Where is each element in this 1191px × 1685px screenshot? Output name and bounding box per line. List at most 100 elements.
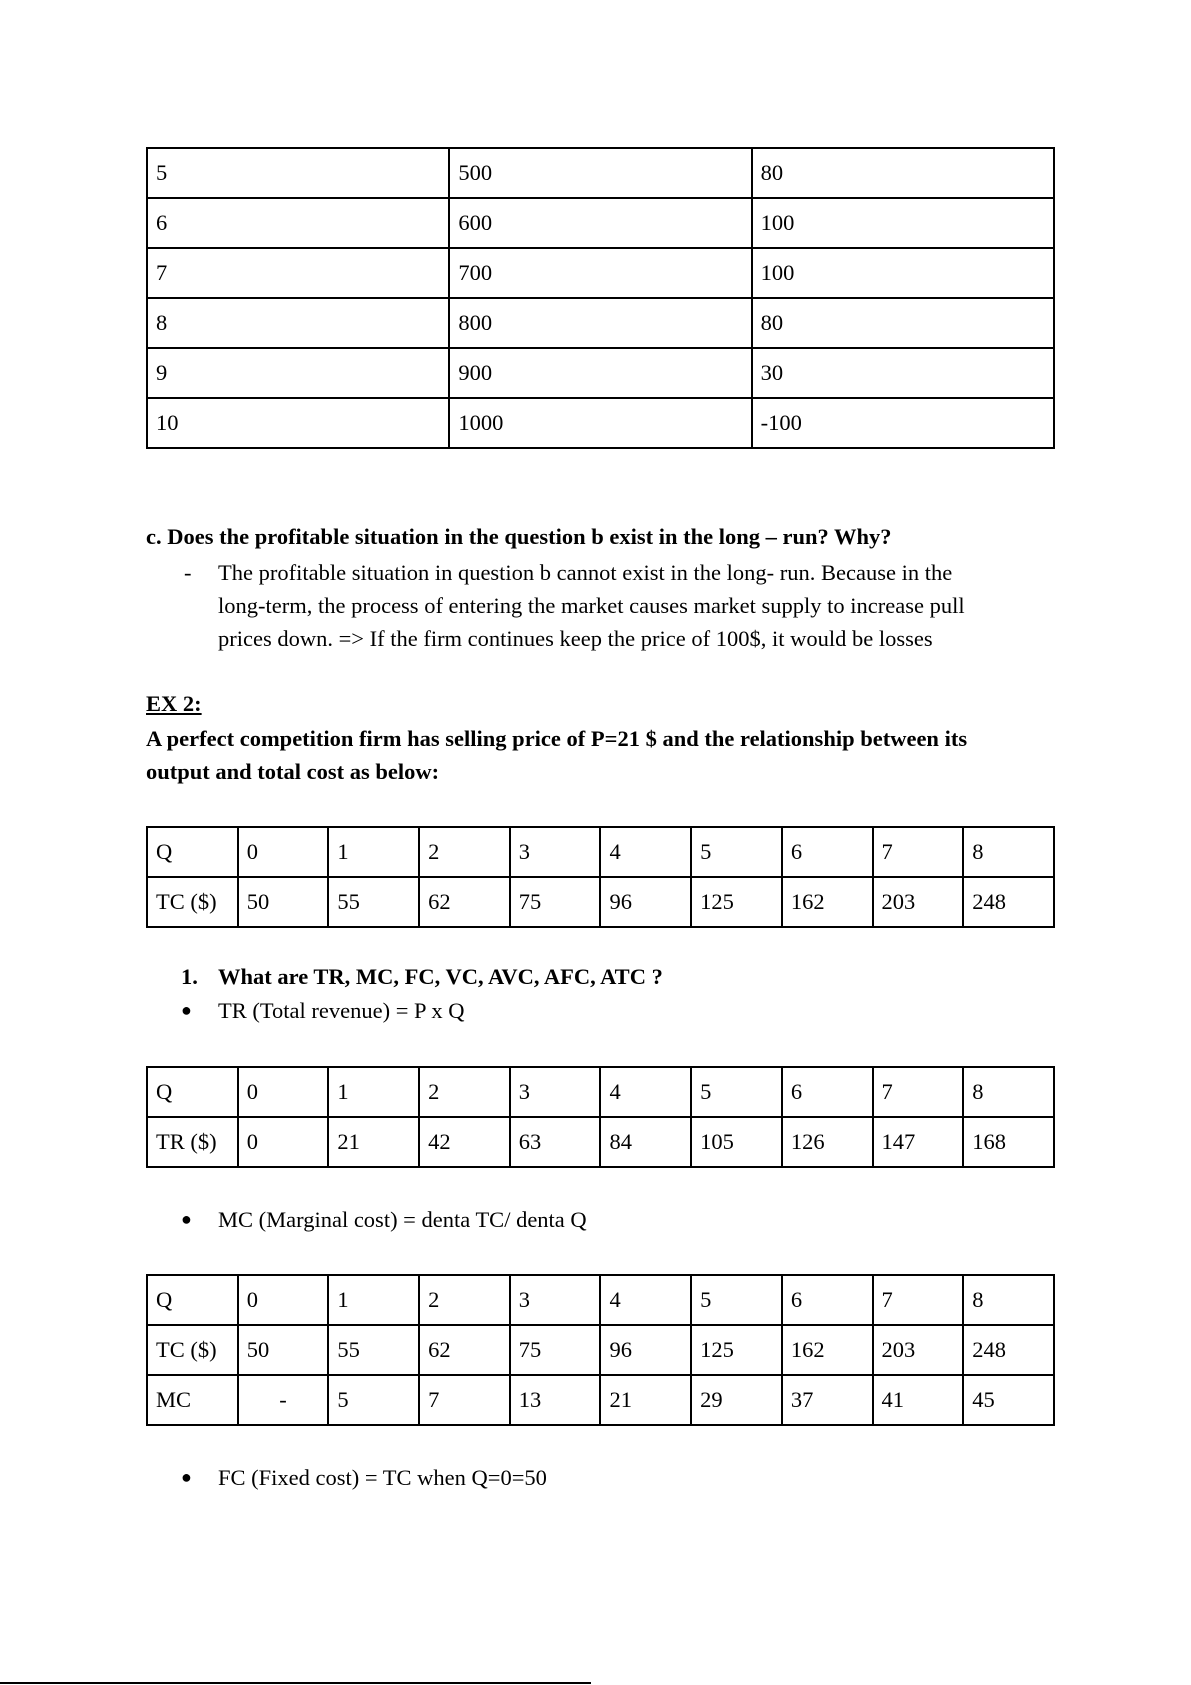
table-cell: TC ($) (146, 1324, 239, 1376)
table-cell: 168 (962, 1116, 1055, 1168)
table-cell: 8 (962, 1066, 1055, 1118)
table-cell: 2 (418, 826, 511, 878)
table-cell: - (236, 1374, 330, 1426)
table-cell: 100 (750, 247, 1056, 299)
table-cell: 62 (418, 876, 511, 928)
table-cell: 125 (690, 1324, 783, 1376)
table-cell: 1 (327, 1066, 421, 1118)
table-cell: 21 (327, 1116, 421, 1168)
table-cell: 8 (962, 826, 1055, 878)
table-cell: 3 (508, 1274, 602, 1326)
bullet-icon: ● (181, 1467, 192, 1487)
table-cell: 7 (871, 1066, 965, 1118)
table-cell: 30 (750, 347, 1056, 399)
table-cell: 100 (750, 197, 1056, 249)
table-cell: 6 (780, 1274, 874, 1326)
table-cell: 5 (690, 826, 783, 878)
table-cell: 600 (448, 197, 753, 249)
profit-table: 5 500 80 6 600 100 7 700 100 8 800 80 9 900 30 10 1000 -1… (145, 147, 1056, 449)
footnote-divider (0, 1682, 591, 1684)
table-cell: 162 (780, 1324, 874, 1376)
table-cell: 4 (599, 1274, 693, 1326)
question-1-text: What are TR, MC, FC, VC, AVC, AFC, ATC ? (218, 964, 663, 989)
bullet-icon: ● (181, 1209, 192, 1229)
table-cell: 5 (690, 1274, 783, 1326)
dash-bullet: - (184, 560, 192, 585)
table-cell: 10 (145, 397, 451, 449)
table-cell: 4 (599, 826, 693, 878)
table-cell: 0 (236, 826, 330, 878)
table-cell: MC (146, 1374, 239, 1426)
table-cell: 203 (871, 876, 965, 928)
tc-table: Q 0 1 2 3 4 5 6 7 8 TC ($) 50 55 62 75 96 125 162 203 248 (146, 826, 1055, 928)
table-cell: TC ($) (146, 876, 239, 928)
table-cell: 96 (599, 876, 693, 928)
table-cell: 800 (448, 297, 753, 349)
table-cell: 7 (145, 247, 451, 299)
table-cell: 900 (448, 347, 753, 399)
table-cell: 37 (780, 1374, 874, 1426)
table-cell: 4 (599, 1066, 693, 1118)
table-cell: 1 (327, 826, 421, 878)
table-row: 6 600 100 (145, 197, 1056, 249)
tr-table: Q 0 1 2 3 4 5 6 7 8 TR ($) 0 21 42 63 84 105 126 147 168 (146, 1066, 1055, 1168)
table-row: TC ($) 50 55 62 75 96 125 162 203 248 (146, 1324, 1055, 1376)
table-cell: 1 (327, 1274, 421, 1326)
table-cell: 125 (690, 876, 783, 928)
mc-table: Q 0 1 2 3 4 5 6 7 8 TC ($) 50 55 62 75 96 125 162 203 248 MC… (146, 1274, 1055, 1426)
table-cell: Q (146, 1066, 239, 1118)
table-cell: 162 (780, 876, 874, 928)
ex2-title: EX 2: (146, 691, 202, 716)
table-cell: 96 (599, 1324, 693, 1376)
question-1-number: 1. (181, 964, 198, 989)
table-cell: 248 (962, 876, 1055, 928)
table-cell: 3 (508, 1066, 602, 1118)
table-cell: 203 (871, 1324, 965, 1376)
fc-formula: FC (Fixed cost) = TC when Q=0=50 (218, 1465, 547, 1490)
table-row: TR ($) 0 21 42 63 84 105 126 147 168 (146, 1116, 1055, 1168)
table-cell: 80 (750, 147, 1056, 199)
table-cell: 80 (750, 297, 1056, 349)
table-row: TC ($) 50 55 62 75 96 125 162 203 248 (146, 876, 1055, 928)
table-row: 9 900 30 (145, 347, 1056, 399)
table-cell: Q (146, 826, 239, 878)
table-cell: 0 (236, 1274, 330, 1326)
table-cell: 55 (327, 876, 421, 928)
table-cell: 2 (418, 1066, 511, 1118)
table-cell: 29 (690, 1374, 783, 1426)
table-cell: 6 (145, 197, 451, 249)
table-row: 5 500 80 (145, 147, 1056, 199)
table-cell: 63 (508, 1116, 602, 1168)
table-cell: 6 (780, 1066, 874, 1118)
table-cell: 45 (962, 1374, 1055, 1426)
table-cell: 7 (871, 1274, 965, 1326)
mc-formula: MC (Marginal cost) = denta TC/ denta Q (218, 1207, 587, 1232)
bullet-icon: ● (181, 1000, 192, 1020)
table-cell: 84 (599, 1116, 693, 1168)
table-row: 7 700 100 (145, 247, 1056, 299)
ex2-statement-line-2: output and total cost as below: (146, 759, 440, 784)
table-cell: 50 (236, 876, 330, 928)
answer-c-line-1: The profitable situation in question b c… (218, 560, 953, 585)
table-cell: 5 (327, 1374, 421, 1426)
table-cell: 105 (690, 1116, 783, 1168)
table-cell: 75 (508, 876, 602, 928)
table-cell: 5 (690, 1066, 783, 1118)
table-cell: 50 (236, 1324, 330, 1376)
table-cell: 13 (508, 1374, 602, 1426)
table-cell: 700 (448, 247, 753, 299)
table-cell: 75 (508, 1324, 602, 1376)
table-cell: 21 (599, 1374, 693, 1426)
table-cell: 6 (780, 826, 874, 878)
table-cell: 8 (962, 1274, 1055, 1326)
table-cell: 248 (962, 1324, 1055, 1376)
question-c-heading: c. Does the profitable situation in the … (146, 524, 892, 549)
table-cell: 9 (145, 347, 451, 399)
table-cell: 5 (145, 147, 451, 199)
table-cell: 41 (871, 1374, 965, 1426)
table-cell: 7 (871, 826, 965, 878)
table-cell: TR ($) (146, 1116, 239, 1168)
